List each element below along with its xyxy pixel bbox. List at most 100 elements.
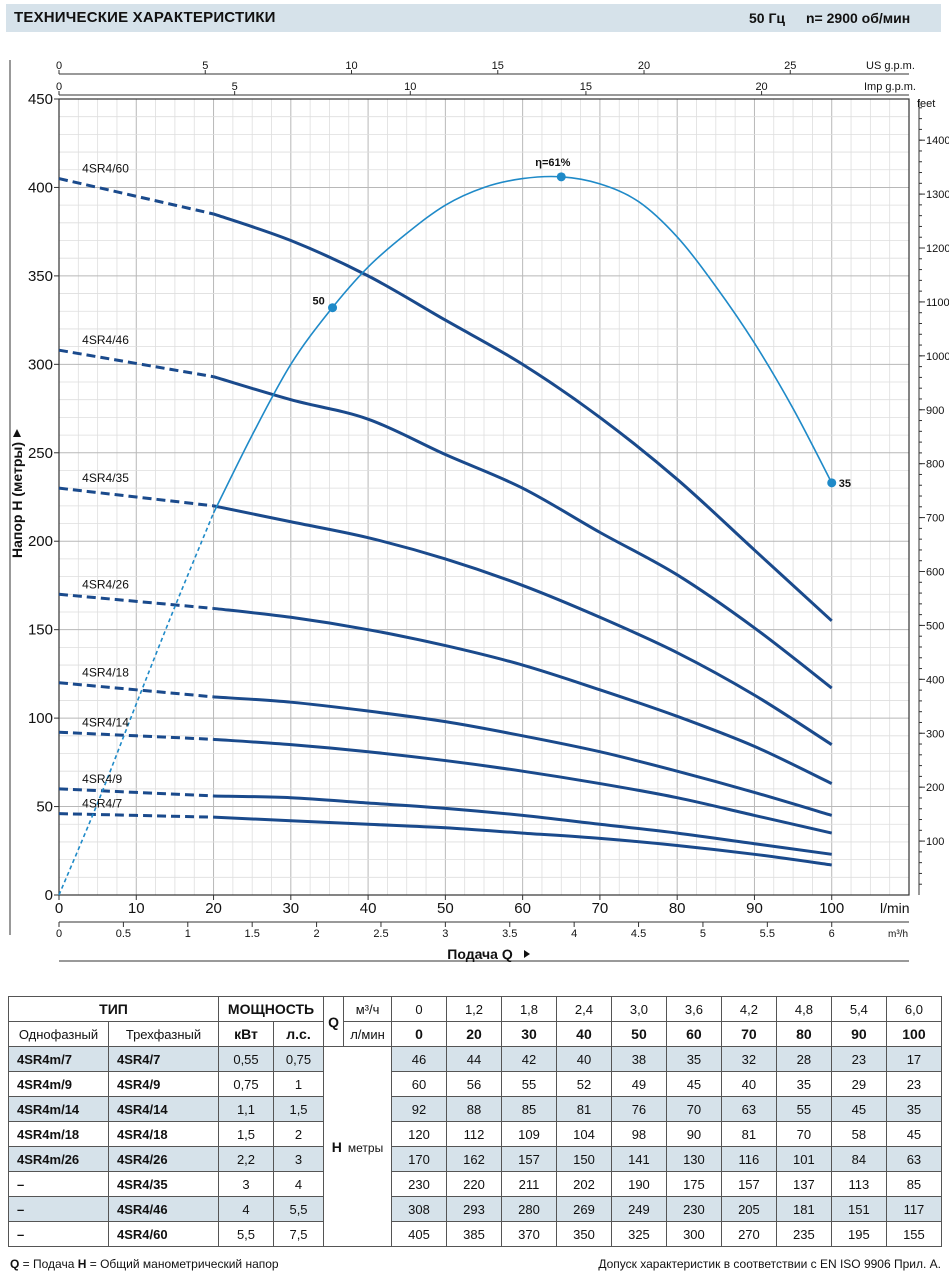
m3h-tick-label: 0.5 — [116, 928, 131, 940]
head-value: 81 — [720, 1121, 777, 1147]
series-label: 4SR4/18 — [82, 666, 129, 680]
series-line-4SR4/9 — [213, 794, 832, 856]
imp-tick-label: 10 — [404, 81, 416, 93]
table-row: –4SR4/35 3 4 230 220 211 202 190 175 157 137 113 85 — [8, 1171, 943, 1197]
head-value: 45 — [885, 1121, 943, 1147]
feet-tick-label: 1400 — [926, 135, 949, 147]
head-value: 137 — [775, 1171, 832, 1197]
y-tick-label: 450 — [28, 91, 53, 108]
series-dashed-4SR4/26 — [58, 592, 214, 610]
head-value: 308 — [391, 1196, 447, 1222]
head-value: 211 — [500, 1171, 557, 1197]
m3h-tick-label: 4 — [571, 928, 577, 940]
head-value: 230 — [665, 1196, 722, 1222]
three-phase-model: 4SR4/46 — [108, 1196, 219, 1222]
head-value: 58 — [830, 1121, 887, 1147]
head-value: 385 — [446, 1221, 502, 1247]
head-value: 151 — [830, 1196, 887, 1222]
head-value: 38 — [610, 1046, 667, 1072]
table-row: 4SR4m/14 4SR4/14 1,1 1,5 92 88 85 81 76 70 63 55 45 3… — [8, 1096, 943, 1122]
head-value: 23 — [830, 1046, 887, 1072]
table-row: –4SR4/46 4 5,5 308 293 280 269 249 230 205 181 151 1… — [8, 1196, 943, 1222]
head-value: 220 — [446, 1171, 502, 1197]
head-value: 157 — [500, 1146, 557, 1172]
series-dashed-4SR4/60 — [58, 177, 214, 216]
m3h-tick-label: 5 — [700, 928, 706, 940]
head-value: 269 — [555, 1196, 612, 1222]
us-tick-label: 15 — [492, 60, 504, 72]
right-unit-label: feet — [917, 98, 935, 110]
head-value: 205 — [720, 1196, 777, 1222]
head-value: 195 — [830, 1221, 887, 1247]
head-value: 300 — [665, 1221, 722, 1247]
q-lmin-label: л/мин — [343, 1021, 393, 1047]
series-line-4SR4/35 — [213, 504, 833, 746]
y-tick-label: 150 — [28, 622, 53, 639]
power-kw: 5,5 — [218, 1221, 274, 1247]
head-value: 170 — [391, 1146, 447, 1172]
series-label: 4SR4/46 — [82, 333, 129, 347]
footer-tolerance-note: Допуск характеристик в соответствии с EN… — [598, 1257, 941, 1271]
power-kw: 0,55 — [218, 1046, 274, 1072]
series-line-4SR4/18 — [213, 695, 833, 817]
table-row: 4SR4m/26 4SR4/26 2,2 3 170 162 157 150 141 130 116… — [8, 1146, 943, 1172]
y-tick-label: 250 — [28, 445, 53, 462]
single-phase-model: – — [8, 1221, 109, 1247]
page-title: ТЕХНИЧЕСКИЕ ХАРАКТЕРИСТИКИ — [14, 9, 276, 26]
head-value: 175 — [665, 1171, 722, 1197]
head-value: 230 — [391, 1171, 447, 1197]
q-header: Q — [323, 996, 345, 1047]
q-m3h-cell: 4,8 — [775, 996, 832, 1022]
head-value: 155 — [885, 1221, 943, 1247]
single-phase-model: 4SR4m/14 — [8, 1096, 109, 1122]
head-value: 29 — [830, 1071, 887, 1097]
feet-tick-label: 1200 — [926, 243, 949, 255]
single-phase-header: Однофазный — [8, 1021, 109, 1047]
single-phase-model: 4SR4m/26 — [8, 1146, 109, 1172]
x-tick-label: 90 — [746, 900, 763, 917]
y-tick-label: 400 — [28, 179, 53, 196]
single-phase-model: 4SR4m/18 — [8, 1121, 109, 1147]
y-tick-label: 350 — [28, 268, 53, 285]
q-m3h-cell: 0 — [391, 996, 447, 1022]
head-value: 42 — [500, 1046, 557, 1072]
head-value: 280 — [500, 1196, 557, 1222]
head-value: 35 — [885, 1096, 943, 1122]
head-value: 70 — [775, 1121, 832, 1147]
series-line-4SR4/14 — [213, 737, 833, 835]
x-axis-arrow-icon — [524, 950, 530, 958]
imp-tick-label: 0 — [56, 81, 62, 93]
single-phase-model: – — [8, 1171, 109, 1197]
y-axis-arrow-icon — [13, 429, 21, 437]
series-line-4SR4/60 — [213, 212, 833, 622]
footer-legend: Q = Подача H = Общий манометрический нап… — [10, 1257, 279, 1271]
q-lmin-cell: 0 — [391, 1021, 447, 1047]
head-value: 293 — [446, 1196, 502, 1222]
head-value: 56 — [446, 1071, 502, 1097]
m3h-tick-label: 3 — [442, 928, 448, 940]
feet-tick-label: 700 — [926, 513, 944, 525]
q-m3h-cell: 1,8 — [500, 996, 557, 1022]
head-value: 35 — [775, 1071, 832, 1097]
three-phase-model: 4SR4/9 — [108, 1071, 219, 1097]
head-value: 181 — [775, 1196, 832, 1222]
q-m3h-cell: 6,0 — [885, 996, 943, 1022]
series-dashed-4SR4/35 — [58, 486, 214, 508]
x-tick-label: 40 — [360, 900, 377, 917]
head-value: 141 — [610, 1146, 667, 1172]
feet-tick-label: 800 — [926, 459, 944, 471]
y-axis-label: Напор H (метры) — [9, 442, 25, 558]
frequency-label: 50 Гц — [749, 10, 786, 26]
q-m3h-cell: 4,2 — [720, 996, 777, 1022]
head-value: 202 — [555, 1171, 612, 1197]
chart-series — [58, 177, 833, 867]
power-hp: 0,75 — [272, 1046, 325, 1072]
x-tick-label: 80 — [669, 900, 686, 917]
efficiency-label-peak: η=61% — [535, 157, 570, 169]
us-tick-label: 20 — [638, 60, 650, 72]
power-kw: 3 — [218, 1171, 274, 1197]
footer-h-text: = Общий манометрический напор — [86, 1257, 279, 1271]
imp-tick-label: 5 — [232, 81, 238, 93]
